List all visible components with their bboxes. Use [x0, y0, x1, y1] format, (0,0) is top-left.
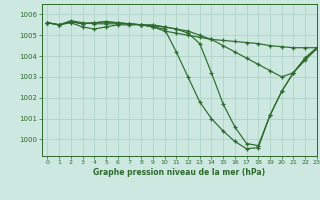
X-axis label: Graphe pression niveau de la mer (hPa): Graphe pression niveau de la mer (hPa): [93, 168, 265, 177]
